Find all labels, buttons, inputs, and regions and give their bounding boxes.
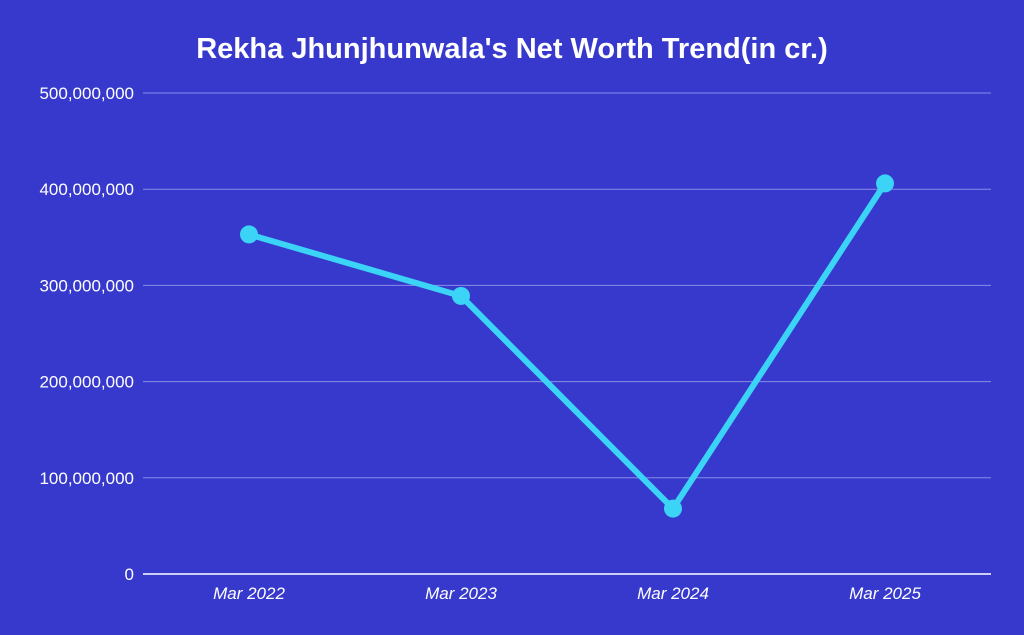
x-axis-ticks: Mar 2022 Mar 2023 Mar 2024 Mar 2025 bbox=[213, 584, 921, 603]
y-tick-label: 300,000,000 bbox=[39, 276, 134, 295]
x-tick-label: Mar 2022 bbox=[213, 584, 285, 603]
y-tick-label: 400,000,000 bbox=[39, 180, 134, 199]
data-point bbox=[664, 499, 682, 518]
data-point bbox=[876, 174, 894, 193]
data-point bbox=[240, 225, 258, 244]
y-axis-ticks: 0 100,000,000 200,000,000 300,000,000 400,00… bbox=[39, 84, 134, 584]
x-tick-label: Mar 2023 bbox=[425, 584, 497, 603]
data-point bbox=[452, 286, 470, 305]
series-net-worth bbox=[240, 174, 894, 518]
y-tick-label: 0 bbox=[125, 565, 134, 584]
y-tick-label: 500,000,000 bbox=[39, 84, 134, 103]
gridlines bbox=[143, 92, 991, 479]
x-tick-label: Mar 2024 bbox=[637, 584, 709, 603]
y-tick-label: 100,000,000 bbox=[39, 469, 134, 488]
chart-title: Rekha Jhunjhunwala's Net Worth Trend(in … bbox=[196, 33, 828, 65]
series-line bbox=[246, 180, 888, 512]
x-tick-label: Mar 2025 bbox=[849, 584, 921, 603]
y-tick-label: 200,000,000 bbox=[39, 373, 134, 392]
